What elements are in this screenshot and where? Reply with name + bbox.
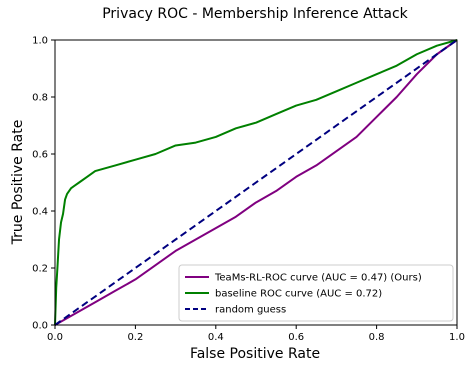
series-line-0 (54, 39, 458, 326)
legend-label: TeaMs-RL-ROC curve (AUC = 0.47) (Ours) (214, 273, 422, 284)
x-tick-label: 0.6 (288, 332, 304, 343)
series-line-2 (54, 39, 458, 326)
x-tick-label: 0.8 (369, 332, 385, 343)
x-axis-ticks: 0.0 0.2 0.4 0.6 0.8 1.0 (47, 325, 465, 343)
y-tick-label: 0.6 (32, 150, 48, 161)
legend-label: random guess (215, 305, 286, 316)
y-tick-label: 0.8 (32, 93, 48, 104)
y-tick-label: 0.0 (32, 321, 48, 332)
y-tick-label: 0.4 (32, 207, 48, 218)
plot-frame (54, 39, 458, 326)
series-line-1 (54, 39, 458, 326)
y-tick-label: 1.0 (32, 36, 48, 47)
legend: TeaMs-RL-ROC curve (AUC = 0.47) (Ours) ba… (178, 264, 454, 322)
x-tick-label: 0.2 (127, 332, 143, 343)
chart-title: Privacy ROC - Membership Inference Attac… (102, 6, 408, 22)
y-axis-title: True Positive Rate (10, 120, 26, 246)
x-tick-label: 1.0 (449, 332, 465, 343)
legend-label: baseline ROC curve (AUC = 0.72) (215, 289, 382, 300)
x-axis-title: False Positive Rate (190, 346, 320, 362)
y-tick-label: 0.2 (32, 264, 48, 275)
y-axis-ticks: 0.0 0.2 0.4 0.6 0.8 1.0 (32, 36, 55, 332)
x-tick-label: 0.0 (47, 332, 63, 343)
plot-lines (54, 39, 458, 326)
legend-box (178, 264, 454, 322)
x-tick-label: 0.4 (208, 332, 224, 343)
